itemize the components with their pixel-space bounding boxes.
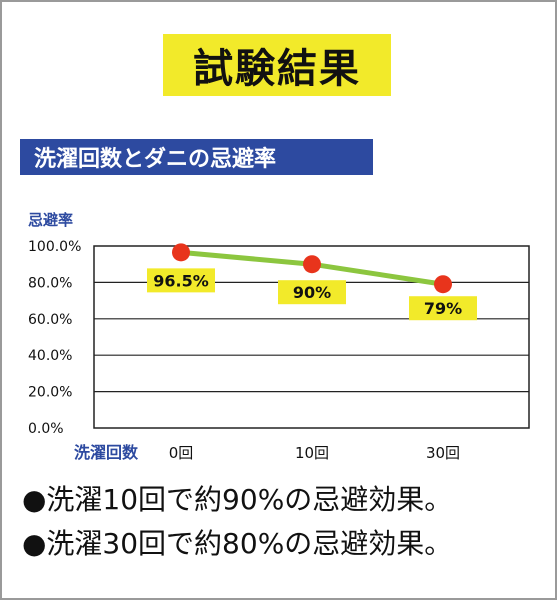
data-label-bg [278,280,346,305]
data-label-bg [409,296,477,321]
data-label: 79% [424,299,462,318]
y-tick-label: 80.0% [28,275,72,291]
y-tick-label: 20.0% [28,385,72,401]
y-tick-label: 60.0% [28,312,72,328]
bullet-list: ●洗濯10回で約90%の忌避効果。 ●洗濯30回で約80%の忌避効果。 [22,478,452,566]
y-axis-label: 忌避率 [28,211,73,229]
data-label: 96.5% [153,271,209,290]
y-tick-label: 0.0% [28,421,64,437]
bullet-item-1: ●洗濯10回で約90%の忌避効果。 [22,483,453,516]
data-label-bg [147,268,215,293]
data-point [303,255,321,274]
chart-subtitle: 洗濯回数とダニの忌避率 [20,139,373,175]
x-axis-label: 洗濯回数 [74,443,139,462]
page-title: 試験結果 [163,34,391,96]
x-tick-label: 30回 [426,444,460,462]
x-tick-label: 10回 [295,444,329,462]
x-tick-label: 0回 [169,444,194,462]
data-point [434,275,452,294]
data-point [172,243,190,262]
y-tick-label: 40.0% [28,348,72,364]
data-label: 90% [293,283,331,302]
bullet-item-2: ●洗濯30回で約80%の忌避効果。 [22,527,453,560]
y-tick-label: 100.0% [28,239,81,255]
